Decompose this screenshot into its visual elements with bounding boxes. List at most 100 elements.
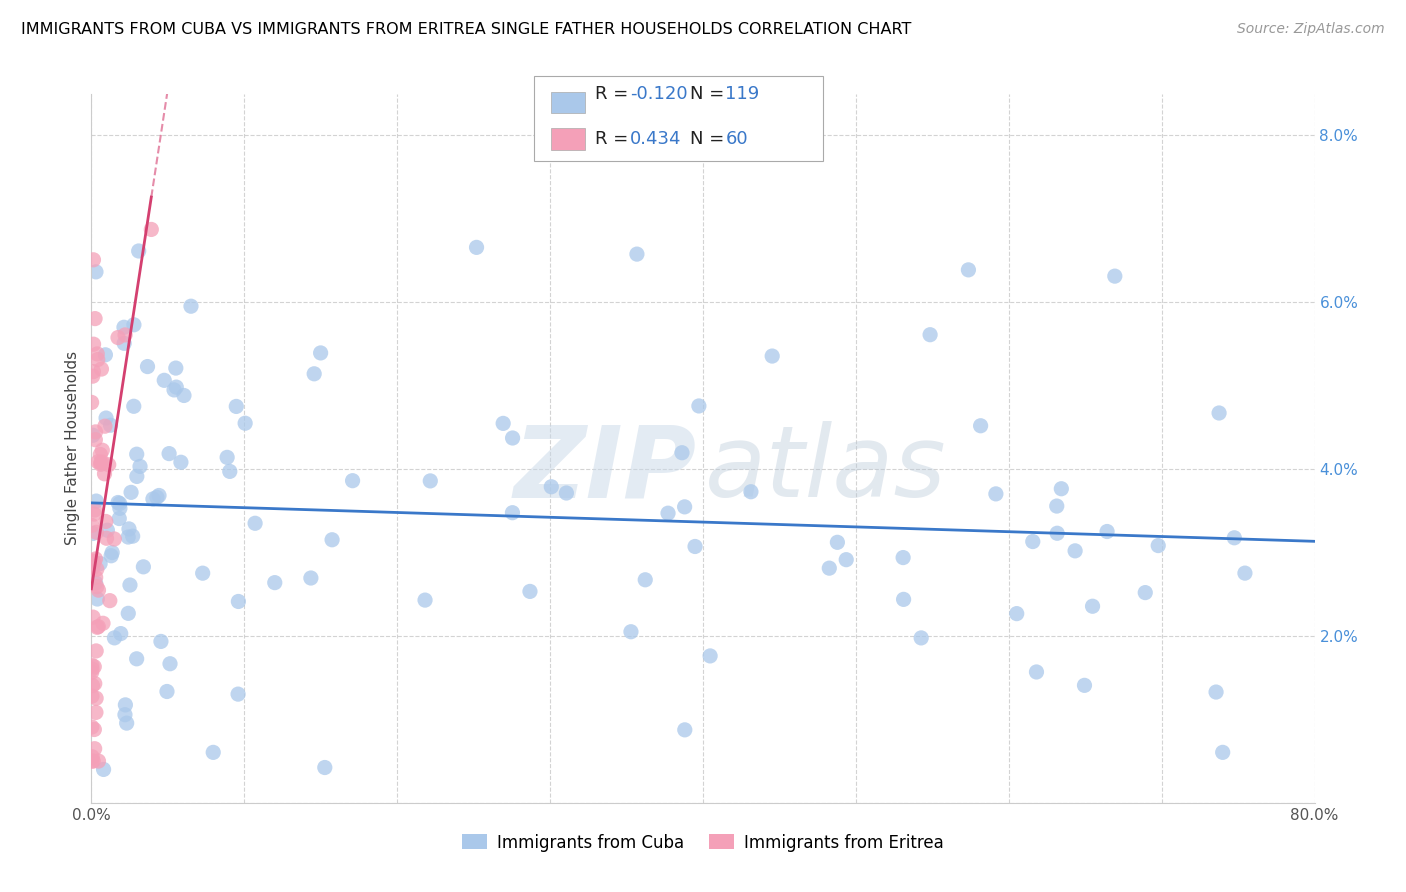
Point [82, 749, 104, 764]
Point [80, 754, 103, 768]
Text: R =: R = [595, 85, 634, 103]
Point [1135, 585, 1157, 599]
Point [314, 760, 336, 774]
Point [80, 665, 103, 680]
Point [80, 395, 103, 409]
Point [121, 529, 143, 543]
Point [110, 626, 132, 640]
Point [634, 573, 657, 587]
Point [80, 518, 103, 533]
Point [84, 425, 107, 439]
Point [84, 691, 107, 706]
Point [1205, 685, 1227, 699]
Point [84, 433, 107, 447]
Point [501, 506, 523, 520]
Point [984, 487, 1007, 501]
Point [97, 458, 120, 472]
Point [103, 631, 125, 645]
Point [1046, 499, 1069, 513]
Point [91, 443, 114, 458]
Point [86, 347, 108, 361]
Point [82, 428, 104, 442]
Point [94, 411, 117, 425]
Point [86, 592, 108, 607]
Point [80, 720, 103, 734]
Point [84, 265, 107, 279]
Point [218, 464, 240, 478]
Point [82, 662, 104, 676]
Point [671, 446, 693, 460]
Point [125, 652, 148, 666]
Point [1064, 544, 1087, 558]
Point [86, 620, 108, 634]
Point [165, 380, 187, 394]
Text: 119: 119 [725, 85, 759, 103]
Point [82, 610, 104, 624]
Point [761, 349, 783, 363]
Point [163, 383, 186, 397]
Point [243, 516, 266, 531]
Point [112, 336, 135, 351]
Point [413, 593, 436, 607]
Point [217, 450, 239, 465]
Text: R =: R = [595, 130, 634, 148]
Point [90, 456, 112, 470]
Point [321, 533, 343, 547]
Point [100, 418, 122, 433]
Point [129, 459, 152, 474]
Point [82, 252, 104, 267]
Point [84, 706, 107, 720]
Point [157, 447, 180, 461]
Point [1147, 539, 1170, 553]
Point [1233, 566, 1256, 581]
Point [86, 580, 108, 594]
Point [84, 576, 107, 591]
Point [1073, 678, 1095, 692]
Text: 60: 60 [725, 130, 748, 148]
Point [122, 318, 145, 332]
Point [170, 455, 193, 469]
Point [141, 222, 163, 236]
Point [128, 244, 150, 258]
Point [233, 416, 256, 430]
Point [202, 745, 225, 759]
Point [146, 491, 169, 505]
Point [683, 540, 706, 554]
Point [893, 592, 915, 607]
Point [82, 365, 104, 379]
Point [115, 716, 138, 731]
Point [87, 583, 110, 598]
Point [891, 550, 914, 565]
Point [87, 455, 110, 469]
Point [82, 554, 104, 568]
Point [107, 330, 129, 344]
Point [1025, 665, 1047, 679]
Point [688, 399, 710, 413]
Point [299, 571, 322, 585]
Point [1005, 607, 1028, 621]
Point [492, 417, 515, 431]
Point [818, 561, 841, 575]
Point [159, 657, 181, 671]
Point [740, 484, 762, 499]
Point [910, 631, 932, 645]
Point [108, 511, 131, 525]
Point [153, 373, 176, 387]
Text: 0.434: 0.434 [630, 130, 682, 148]
Point [83, 659, 105, 673]
Point [136, 359, 159, 374]
Point [101, 545, 124, 559]
Point [1022, 534, 1045, 549]
Point [93, 763, 115, 777]
Point [519, 584, 541, 599]
Point [1081, 599, 1104, 614]
Point [969, 418, 991, 433]
Point [94, 515, 117, 529]
Point [94, 348, 117, 362]
Point [228, 594, 250, 608]
Point [86, 525, 108, 540]
Point [673, 500, 696, 514]
Point [103, 532, 125, 546]
Point [827, 535, 849, 549]
Point [93, 467, 115, 481]
